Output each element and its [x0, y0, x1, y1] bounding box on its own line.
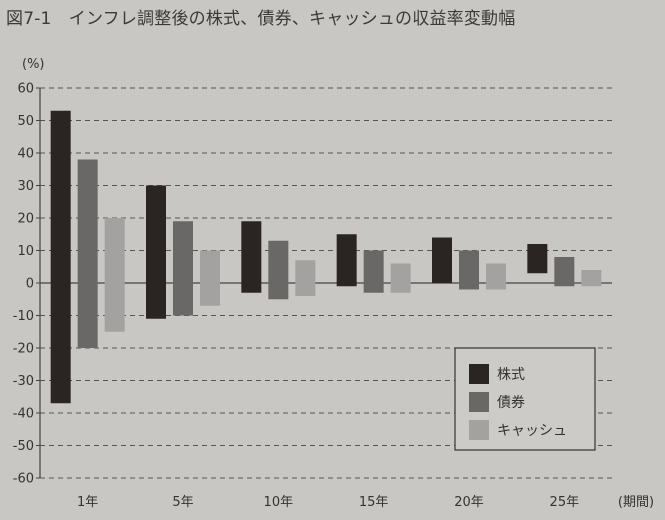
bar-株式-5年	[146, 185, 166, 319]
x-axis-label: (期間)	[618, 495, 654, 510]
bar-キャッシュ-5年	[200, 250, 220, 306]
y-tick-label: 60	[17, 82, 34, 97]
legend-swatch-キャッシュ	[469, 420, 489, 440]
x-tick-label: 15年	[359, 495, 389, 510]
x-tick-label: 5年	[172, 495, 193, 510]
figure-title: 図7-1 インフレ調整後の株式、債券、キャッシュの収益率変動幅	[6, 9, 516, 29]
y-tick-label: 50	[17, 114, 34, 129]
y-tick-label: -20	[13, 342, 34, 357]
bar-株式-10年	[241, 221, 262, 293]
y-tick-label: -30	[13, 374, 34, 389]
bar-債券-1年	[77, 159, 98, 348]
y-tick-label: -10	[13, 309, 34, 324]
bar-キャッシュ-25年	[581, 270, 602, 287]
y-tick-label: 20	[17, 212, 34, 227]
bar-債券-20年	[459, 250, 479, 290]
legend-label-キャッシュ: キャッシュ	[497, 423, 567, 439]
bars-layer	[50, 110, 602, 404]
bar-株式-1年	[50, 110, 71, 404]
y-tick-label: 40	[17, 147, 34, 162]
y-axis-unit-label: (%)	[22, 57, 45, 72]
bar-債券-25年	[554, 257, 575, 287]
bar-債券-5年	[173, 221, 193, 316]
bar-株式-25年	[527, 244, 548, 274]
bar-キャッシュ-15年	[390, 263, 411, 293]
y-tick-label: 10	[17, 244, 34, 259]
legend-label-株式: 株式	[497, 367, 525, 383]
y-tick-label: 0	[26, 277, 34, 292]
bar-キャッシュ-20年	[486, 263, 506, 290]
bar-キャッシュ-1年	[104, 218, 125, 332]
bar-株式-20年	[432, 237, 452, 283]
grid-layer	[40, 87, 612, 479]
y-tick-label: -40	[13, 407, 34, 422]
x-tick-label: 20年	[454, 495, 484, 510]
axis-layer: (%) 60 50 40 30 20 10 0 -10 -20 -30 -40 -50 -60 1年 5年 10…	[13, 57, 654, 510]
legend-label-債券: 債券	[497, 395, 525, 411]
x-tick-label: 1年	[77, 495, 98, 510]
y-tick-label: -60	[13, 472, 34, 487]
bar-株式-15年	[336, 234, 357, 287]
x-tick-label: 25年	[550, 495, 580, 510]
legend-swatch-株式	[469, 364, 489, 384]
bar-キャッシュ-10年	[295, 260, 316, 296]
legend-swatch-債券	[469, 392, 489, 412]
y-tick-label: 30	[17, 179, 34, 194]
y-tick-label: -50	[13, 439, 34, 454]
x-tick-label: 10年	[264, 495, 294, 510]
bar-債券-15年	[363, 250, 384, 293]
bar-債券-10年	[268, 240, 289, 300]
